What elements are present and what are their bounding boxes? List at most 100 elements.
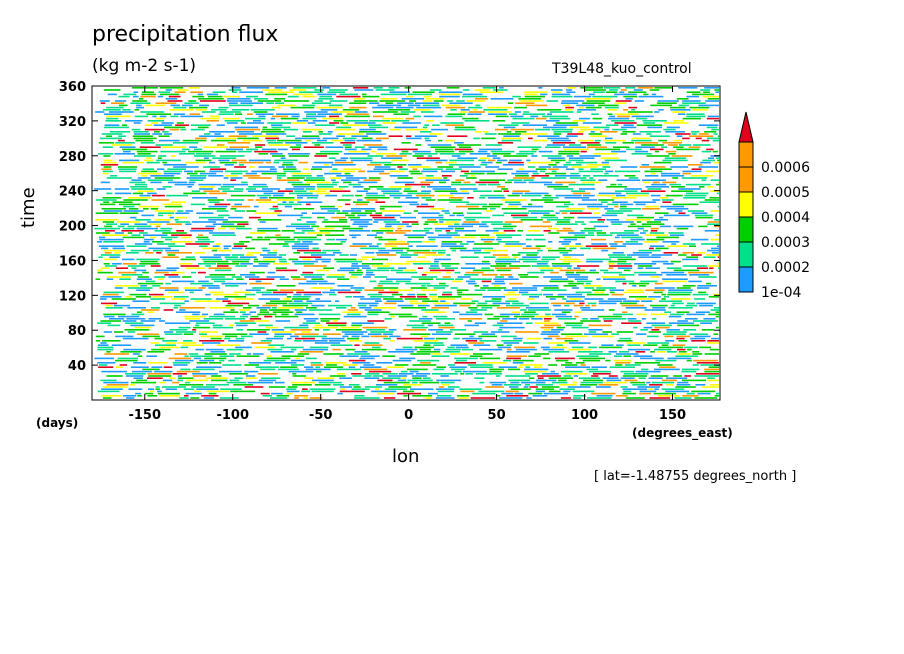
field-streak (127, 232, 133, 234)
field-streak (219, 370, 242, 373)
field-streak (523, 111, 530, 113)
field-streak (286, 392, 293, 395)
field-streak (622, 392, 636, 395)
field-streak (301, 230, 315, 232)
field-streak (434, 260, 439, 263)
field-streak (303, 168, 309, 170)
field-streak (559, 210, 583, 212)
field-streak (174, 304, 181, 307)
field-streak (151, 366, 163, 368)
field-streak (499, 274, 513, 276)
field-streak (716, 326, 719, 329)
field-streak (510, 115, 524, 118)
field-streak (692, 109, 709, 111)
field-streak (698, 166, 718, 168)
field-streak (427, 236, 452, 239)
field-streak (708, 296, 719, 298)
field-streak (191, 221, 217, 223)
field-streak (94, 188, 112, 190)
field-streak (145, 280, 156, 283)
field-streak (103, 155, 111, 157)
field-streak (531, 148, 539, 151)
field-streak (497, 346, 512, 349)
field-streak (485, 386, 504, 388)
field-streak (677, 324, 700, 327)
field-streak (369, 120, 390, 122)
field-streak (321, 337, 345, 340)
field-streak (445, 161, 457, 164)
field-streak (367, 311, 390, 313)
field-streak (412, 91, 435, 93)
field-streak (482, 296, 505, 298)
field-streak (593, 175, 619, 177)
field-streak (161, 236, 178, 239)
field-streak (344, 172, 351, 175)
field-streak (155, 269, 177, 272)
field-streak (514, 111, 521, 113)
field-streak (469, 278, 492, 280)
field-streak (528, 355, 541, 357)
field-streak (422, 315, 428, 318)
field-streak (246, 95, 259, 98)
field-streak (540, 346, 550, 349)
field-streak (473, 353, 493, 355)
field-streak (437, 166, 453, 168)
field-streak (648, 388, 653, 390)
field-streak (586, 258, 611, 261)
field-streak (302, 104, 316, 107)
field-streak (406, 324, 425, 327)
field-streak (702, 159, 715, 162)
field-streak (643, 344, 658, 346)
field-streak (261, 131, 285, 133)
field-streak (372, 106, 394, 109)
field-streak (430, 265, 439, 267)
field-streak (133, 131, 149, 133)
field-streak (287, 181, 303, 184)
field-streak (97, 153, 113, 155)
field-streak (279, 260, 287, 263)
field-streak (291, 148, 300, 151)
field-streak (218, 159, 230, 162)
field-streak (633, 89, 643, 91)
field-streak (297, 353, 310, 355)
field-streak (566, 300, 585, 302)
field-streak (265, 137, 279, 140)
field-streak (185, 210, 194, 212)
field-streak (339, 254, 349, 256)
field-streak (591, 113, 599, 115)
field-streak (688, 164, 703, 166)
field-streak (105, 230, 115, 232)
field-streak (320, 150, 343, 153)
field-streak (485, 144, 502, 146)
field-streak (350, 254, 357, 256)
field-streak (389, 170, 405, 173)
field-streak (279, 289, 304, 291)
field-streak (645, 267, 660, 269)
field-streak (555, 181, 576, 184)
field-streak (710, 210, 719, 212)
field-streak (114, 188, 130, 190)
field-streak (688, 280, 702, 283)
field-streak (548, 351, 570, 353)
field-streak (650, 276, 660, 278)
field-streak (162, 186, 172, 188)
field-streak (347, 309, 358, 311)
field-streak (473, 137, 480, 140)
field-streak (469, 153, 491, 155)
field-streak (181, 236, 191, 239)
field-streak (320, 318, 340, 320)
field-streak (512, 216, 538, 219)
field-streak (498, 133, 521, 135)
field-streak (158, 135, 170, 137)
field-streak (176, 370, 200, 373)
field-streak (598, 300, 623, 302)
field-streak (272, 291, 294, 294)
field-streak (462, 93, 483, 96)
field-streak (232, 109, 250, 111)
field-streak (562, 260, 582, 263)
field-streak (453, 337, 460, 340)
field-streak (191, 271, 196, 274)
field-streak (432, 188, 457, 190)
field-streak (496, 258, 516, 261)
field-streak (384, 318, 392, 320)
